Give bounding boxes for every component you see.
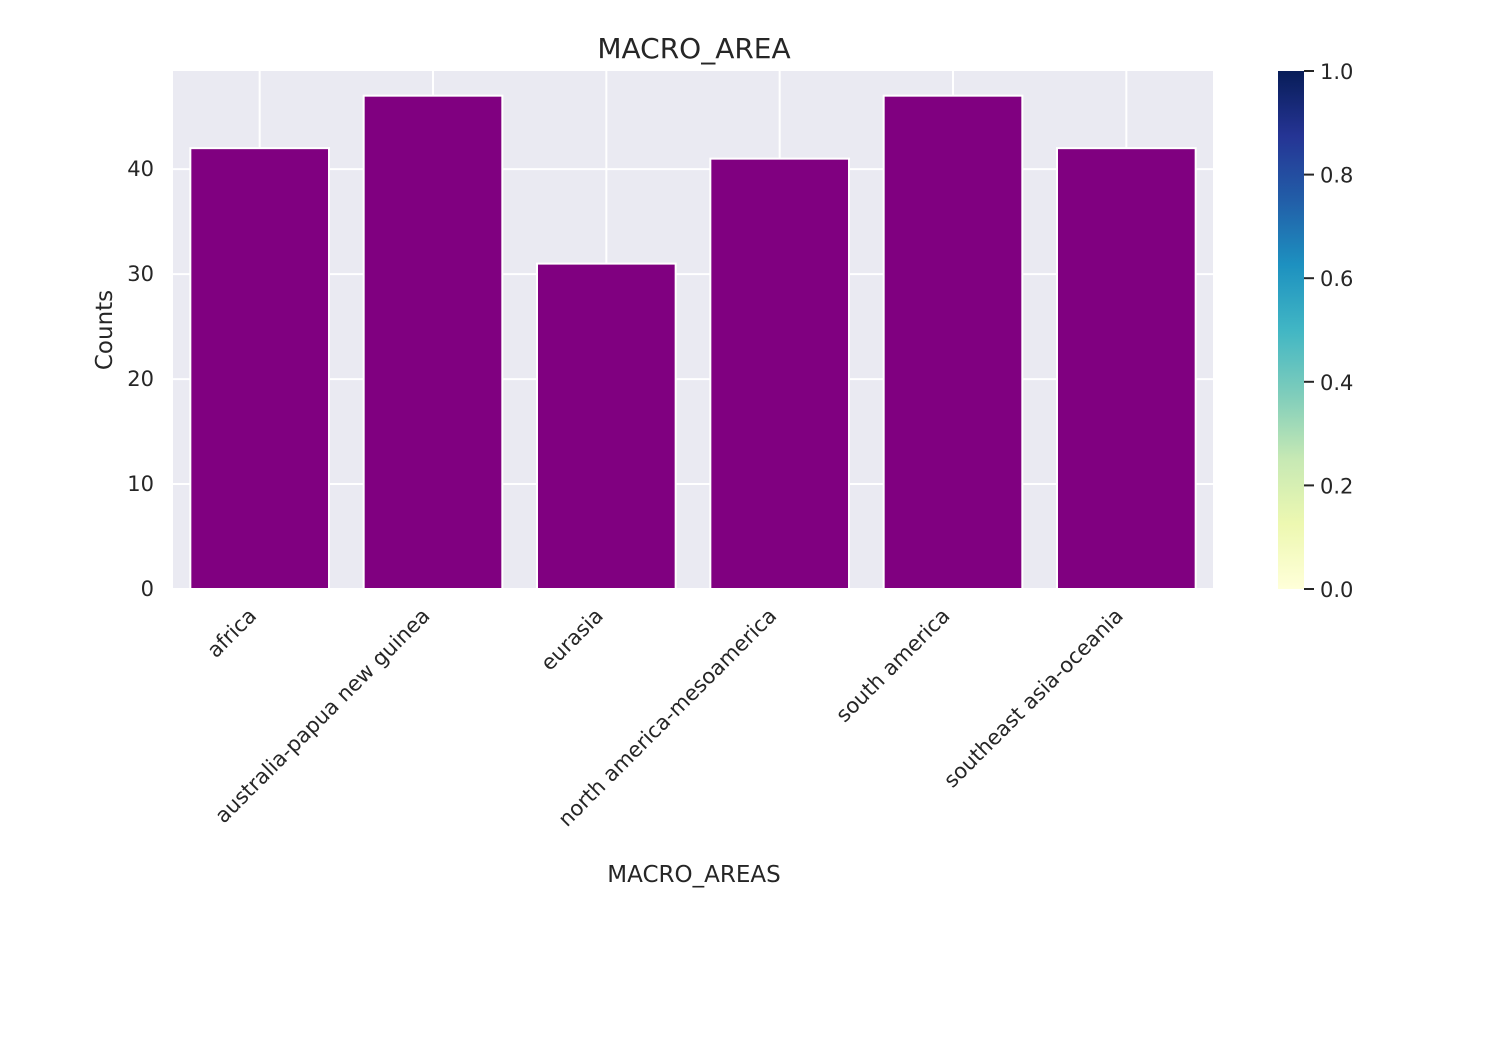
plot-area [173,71,1213,589]
colorbar-tick-label: 0.8 [1320,164,1353,188]
x-tick-label: south america [831,604,954,727]
bar-africa [189,147,330,591]
colorbar-tick-label: 0.6 [1320,267,1353,291]
colorbar-ticks: 0.0 0.2 0.4 0.6 0.8 1.0 [1304,60,1353,602]
colorbar-tick-label: 0.2 [1320,474,1353,498]
bars [189,94,1197,591]
colorbar-tick-label: 0.4 [1320,371,1353,395]
y-tick-label: 0 [141,577,154,601]
y-tick-label: 10 [127,472,154,496]
colorbar-tick-label: 1.0 [1320,60,1353,84]
y-tick-label: 40 [127,157,154,181]
colorbar [1278,71,1304,589]
x-axis-label: MACRO_AREAS [607,862,780,888]
bar-south-america [882,94,1024,591]
y-tick-label: 20 [127,367,154,391]
bar-southeast-asia-oceania [1056,147,1197,591]
y-axis-ticks: 0 10 20 30 40 [127,157,154,601]
bar-australia-papua-new-guinea [362,94,504,591]
y-axis-label: Counts [92,290,118,370]
colorbar-tick-label: 0.0 [1320,578,1353,602]
bar-eurasia [536,262,677,590]
chart-title: MACRO_AREA [597,32,790,65]
x-tick-label: africa [202,604,261,663]
bar-north-america-mesoamerica [709,157,850,590]
y-tick-label: 30 [127,262,154,286]
x-tick-label: eurasia [536,604,608,676]
x-tick-label: southeast asia-oceania [939,604,1128,793]
